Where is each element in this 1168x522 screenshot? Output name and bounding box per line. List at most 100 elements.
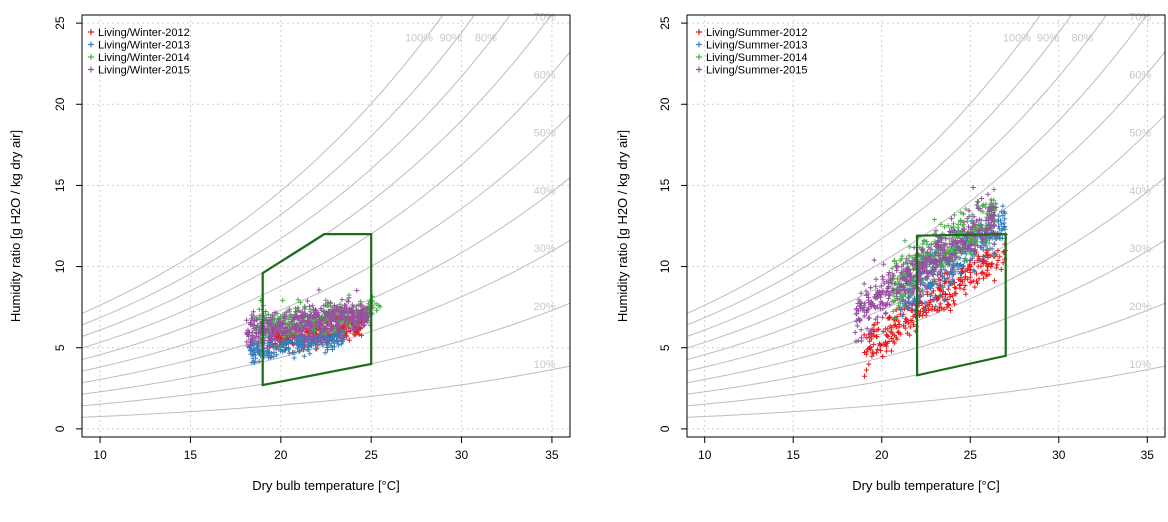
chart-panel-1: 100% 90% 80% 70% 60% 50% 40% 30% 20% 10% 10 15 20 25 3…: [8, 12, 571, 493]
x-tick-label-30: 30: [455, 448, 469, 462]
y-axis-title: Humidity ratio [g H2O / kg dry air]: [8, 130, 23, 322]
y-tick-label-25: 25: [658, 16, 672, 30]
y-tick-label-10: 10: [53, 260, 67, 274]
rh-curve-100: [687, 15, 1042, 314]
y-axis: 0 5 10 15 20 25: [658, 16, 687, 432]
x-tick-label-10: 10: [698, 448, 712, 462]
series-points-4: [243, 287, 374, 352]
x-tick-label-20: 20: [875, 448, 889, 462]
grid-lines: [82, 15, 570, 437]
rh-curve-60: [82, 51, 570, 361]
rh-label-70: 70%: [534, 12, 556, 24]
rh-curve-100: [82, 15, 444, 314]
x-tick-label-35: 35: [1141, 448, 1155, 462]
rh-curve-90: [687, 15, 1073, 326]
rh-label-90: 90%: [440, 33, 462, 45]
rh-label-70: 70%: [1129, 12, 1151, 24]
rh-curve-50: [687, 114, 1165, 372]
rh-label-60: 60%: [534, 70, 556, 82]
rh-label-100: 100%: [1003, 33, 1031, 45]
legend: Living/Winter-2012Living/Winter-2013Livi…: [88, 27, 190, 77]
rh-curve-80: [687, 15, 1108, 337]
legend-marker-4: [88, 66, 94, 73]
legend-marker-1: [696, 29, 702, 35]
y-tick-label-0: 0: [53, 425, 67, 432]
x-axis: 10 15 20 25 30 35: [93, 437, 559, 462]
comfort-zone: [915, 232, 1007, 377]
x-tick-label-20: 20: [274, 448, 288, 462]
legend-marker-2: [696, 41, 702, 48]
y-tick-label-15: 15: [658, 178, 672, 192]
y-tick-label-5: 5: [53, 344, 67, 351]
rh-curve-30: [687, 239, 1165, 395]
rh-label-100: 100%: [405, 33, 433, 45]
rh-curve-50: [82, 114, 570, 372]
x-tick-label-35: 35: [545, 448, 559, 462]
y-axis-title: Humidity ratio [g H2O / kg dry air]: [615, 130, 630, 322]
rh-curve-20: [687, 302, 1165, 407]
rh-label-50: 50%: [1129, 127, 1151, 139]
rh-label-50: 50%: [534, 127, 556, 139]
x-tick-label-15: 15: [184, 448, 198, 462]
y-tick-label-20: 20: [53, 97, 67, 111]
y-tick-label-5: 5: [658, 344, 672, 351]
legend-label-1: Living/Summer-2012: [706, 27, 808, 39]
legend-marker-2: [88, 41, 94, 48]
rh-label-40: 40%: [534, 185, 556, 197]
y-tick-label-10: 10: [658, 260, 672, 274]
rh-label-10: 10%: [1129, 359, 1151, 371]
y-tick-label-0: 0: [658, 425, 672, 432]
y-tick-label-25: 25: [53, 16, 67, 30]
legend-label-4: Living/Summer-2015: [706, 65, 808, 77]
rh-curve-90: [82, 15, 476, 326]
x-tick-label-30: 30: [1052, 448, 1066, 462]
x-tick-label-25: 25: [964, 448, 978, 462]
y-tick-label-15: 15: [53, 178, 67, 192]
rh-curve-10: [82, 365, 570, 418]
rh-label-40: 40%: [1129, 185, 1151, 197]
legend: Living/Summer-2012Living/Summer-2013Livi…: [696, 27, 808, 77]
chart-panel-2: 100% 90% 80% 70% 60% 50% 40% 30% 20% 10% 10 15 20 25 3…: [615, 12, 1166, 493]
series-Living/Winter-2015: [243, 287, 374, 352]
legend-label-3: Living/Summer-2014: [706, 52, 808, 64]
x-axis-title: Dry bulb temperature [°C]: [852, 478, 1000, 493]
legend-label-3: Living/Winter-2014: [98, 52, 190, 64]
comfort-zone: [261, 233, 373, 387]
rh-label-30: 30%: [1129, 243, 1151, 255]
legend-label-2: Living/Summer-2013: [706, 40, 808, 52]
rh-curve-70: [687, 15, 1148, 349]
rh-label-60: 60%: [1129, 70, 1151, 82]
series-points-4: [852, 185, 999, 344]
rh-curve-80: [82, 15, 511, 337]
rh-label-80: 80%: [1071, 33, 1093, 45]
x-axis: 10 15 20 25 30 35: [698, 437, 1154, 462]
legend-marker-1: [88, 29, 94, 35]
x-tick-label-15: 15: [787, 448, 801, 462]
rh-label-90: 90%: [1037, 33, 1059, 45]
rh-label-30: 30%: [534, 243, 556, 255]
plot-frame: [81, 14, 571, 438]
legend-marker-3: [696, 54, 702, 60]
legend-marker-4: [696, 66, 702, 73]
x-axis-title: Dry bulb temperature [°C]: [252, 478, 400, 493]
rh-label-20: 20%: [1129, 301, 1151, 313]
y-tick-label-20: 20: [658, 97, 672, 111]
legend-marker-3: [88, 54, 94, 60]
data-points: [243, 287, 383, 366]
legend-label-1: Living/Winter-2012: [98, 27, 190, 39]
x-tick-label-25: 25: [365, 448, 379, 462]
rh-curve-10: [687, 365, 1165, 418]
rh-labels: 100% 90% 80% 70% 60% 50% 40% 30% 20% 10%: [405, 12, 556, 371]
data-points: [852, 185, 1008, 379]
y-axis: 0 5 10 15 20 25: [53, 16, 82, 432]
rh-label-80: 80%: [475, 33, 497, 45]
series-Living/Summer-2015: [852, 185, 999, 344]
rh-label-20: 20%: [534, 301, 556, 313]
plot-frame: [686, 14, 1166, 438]
legend-label-4: Living/Winter-2015: [98, 65, 190, 77]
legend-label-2: Living/Winter-2013: [98, 40, 190, 52]
rh-label-10: 10%: [534, 359, 556, 371]
x-tick-label-10: 10: [93, 448, 107, 462]
